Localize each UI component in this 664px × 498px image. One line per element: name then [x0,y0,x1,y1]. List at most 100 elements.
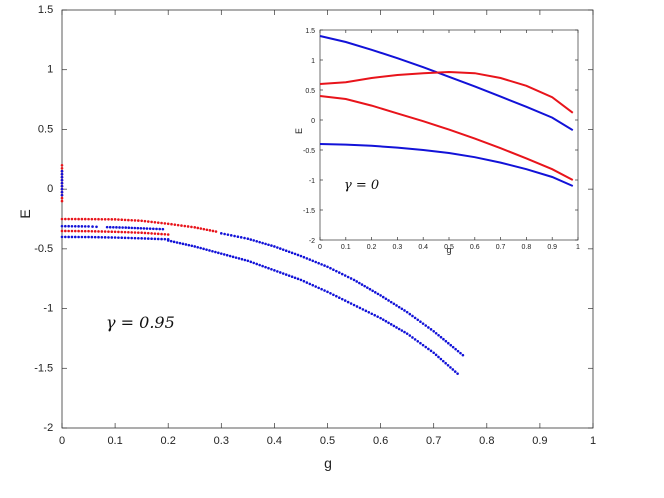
main-data-point [64,224,67,228]
main-data-point [290,251,294,255]
main-data-point [202,227,206,231]
inset-ticks: 0 0.1 0.2 0.3 0.4 0.5 0.6 0.7 0.8 0.9 1 -2 -1.5 -1 -0.… [303,28,580,251]
main-data-point [60,229,64,233]
main-data-point [143,237,147,240]
main-data-point [419,341,422,345]
inset-series-line [319,35,574,132]
main-data-point [60,193,64,197]
main-data-point [83,217,87,221]
main-data-point [166,222,170,226]
main-data-point [317,261,320,265]
main-data-point [202,247,205,251]
main-data-point [233,234,236,238]
main-data-point [405,332,409,335]
main-data-point [308,282,312,286]
main-data-point [405,310,409,314]
main-data-point [142,227,146,230]
main-data-point [261,241,264,245]
main-data-point [281,248,285,251]
main-data-point [447,341,450,345]
main-data-point [284,249,288,253]
main-data-point [117,236,120,239]
main-data-point [261,264,264,268]
main-data-point [208,249,211,252]
main-data-point [93,230,97,233]
main-data-point [121,226,124,229]
main-data-point [73,224,77,228]
inset-background [320,30,578,240]
main-data-point [379,294,382,297]
main-data-point [279,271,282,274]
main-data-point [87,235,90,239]
main-data-point [145,227,149,230]
inset-ytick-label: -1 [309,178,315,185]
main-data-point [392,324,396,328]
main-data-point [296,253,300,257]
main-data-point [133,219,137,222]
main-data-point [83,225,87,228]
main-data-point [160,232,163,236]
main-data-point [73,235,77,239]
main-data-point [446,364,450,367]
main-data-point [231,255,235,259]
main-data-point [87,229,90,233]
main-data-point [117,218,120,221]
main-data-point [311,283,315,287]
main-data-point [302,255,306,259]
main-plot: 0 0.1 0.2 0.3 0.4 0.5 0.6 0.7 0.8 0.9 1 -2 -1.5 -1 -0.… [17,4,596,471]
main-data-point [137,231,140,234]
main-data-point [166,233,170,236]
main-xtick-label: 0.5 [320,435,335,447]
main-data-point [140,219,143,223]
inset-xtick-label: 0.9 [547,244,557,251]
main-data-point [133,236,137,240]
main-data-point [70,229,74,233]
main-data-point [100,230,104,233]
main-data-point [363,284,366,288]
main-data-point [293,276,297,280]
main-data-point [110,236,114,239]
main-data-point [60,235,64,239]
main-data-point [130,231,133,234]
main-data-point [384,319,388,323]
main-data-point [454,347,457,351]
main-data-point [217,251,220,255]
main-data-point [87,217,90,221]
main-data-point [70,235,74,239]
main-data-point [387,299,390,302]
main-ticks: 0 0.1 0.2 0.3 0.4 0.5 0.6 0.7 0.8 0.9 1 -2 -1.5 -1 -0.… [34,4,596,447]
main-data-point [293,252,297,256]
inset-xtick-label: 0.2 [367,244,377,251]
main-data-point [148,227,152,230]
main-data-point [120,236,124,240]
main-data-point [60,172,64,176]
main-data-point [276,246,279,249]
main-data-point [346,275,350,279]
main-data-point [80,235,84,239]
main-data-point [137,219,140,222]
main-data-point [368,287,372,291]
main-data-point [320,287,323,291]
main-data-point [90,235,94,239]
main-data-point [93,217,97,221]
main-data-point [110,230,114,234]
main-data-point [113,218,117,221]
main-data-point [137,236,140,240]
main-data-point [429,349,433,353]
main-data-point [451,368,455,371]
main-data-point [187,243,191,247]
main-data-point [214,250,217,254]
main-data-point [80,229,84,233]
main-data-point [124,226,128,229]
main-data-point [379,316,382,320]
main-data-point [408,334,412,337]
main-data-point [60,190,64,194]
main-data-point [67,229,70,233]
main-data-point [299,278,303,282]
main-data-point [392,302,396,306]
inset-ytick-label: 0.5 [305,88,315,95]
main-xtick-label: 0.3 [214,435,229,447]
main-data-point [246,237,250,241]
main-data-point [130,236,133,240]
main-data-point [60,166,64,170]
